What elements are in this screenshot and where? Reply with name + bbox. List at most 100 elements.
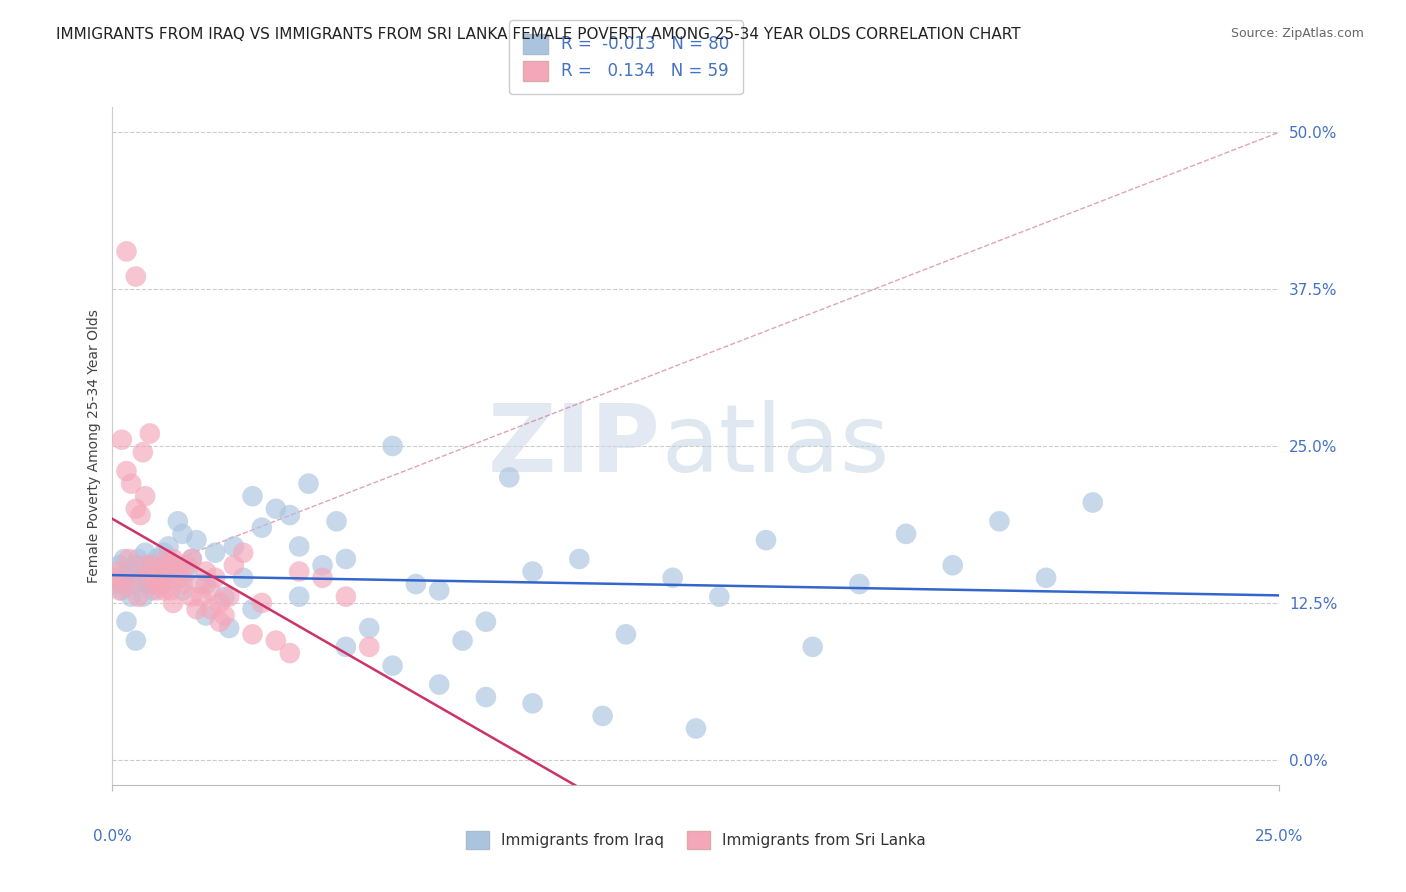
Point bbox=[105, 577, 128, 591]
Point bbox=[180, 552, 202, 566]
Point bbox=[194, 608, 217, 623]
Point bbox=[208, 596, 231, 610]
Point bbox=[172, 583, 194, 598]
Text: 25.0%: 25.0% bbox=[1256, 829, 1303, 844]
Point bbox=[108, 583, 131, 598]
Point bbox=[204, 571, 226, 585]
Point bbox=[157, 540, 180, 554]
Point bbox=[204, 546, 226, 560]
Point bbox=[194, 577, 217, 591]
Point bbox=[125, 501, 148, 516]
Point bbox=[122, 577, 145, 591]
Point bbox=[475, 615, 498, 629]
Text: ZIP: ZIP bbox=[488, 400, 661, 492]
Point bbox=[122, 571, 145, 585]
Point bbox=[134, 489, 156, 503]
Point bbox=[162, 596, 184, 610]
Point bbox=[325, 514, 347, 528]
Point bbox=[112, 577, 135, 591]
Point bbox=[141, 583, 163, 598]
Point bbox=[111, 583, 134, 598]
Point bbox=[139, 558, 162, 573]
Point bbox=[143, 571, 166, 585]
Point bbox=[166, 565, 188, 579]
Point bbox=[129, 508, 152, 522]
Point bbox=[148, 565, 170, 579]
Point bbox=[155, 552, 177, 566]
Legend: Immigrants from Iraq, Immigrants from Sri Lanka: Immigrants from Iraq, Immigrants from Sr… bbox=[460, 824, 932, 855]
Point bbox=[136, 571, 159, 585]
Point bbox=[132, 590, 155, 604]
Point bbox=[894, 527, 917, 541]
Point bbox=[222, 558, 245, 573]
Point bbox=[200, 602, 222, 616]
Point bbox=[311, 571, 333, 585]
Point bbox=[176, 558, 198, 573]
Point bbox=[405, 577, 427, 591]
Point bbox=[153, 571, 176, 585]
Point bbox=[125, 558, 148, 573]
Point bbox=[120, 476, 142, 491]
Point bbox=[208, 615, 231, 629]
Point bbox=[242, 627, 264, 641]
Point bbox=[297, 476, 319, 491]
Point bbox=[264, 501, 287, 516]
Point bbox=[111, 433, 134, 447]
Point bbox=[942, 558, 965, 573]
Point bbox=[288, 565, 311, 579]
Point bbox=[522, 565, 544, 579]
Point bbox=[359, 621, 381, 635]
Point bbox=[250, 520, 273, 534]
Point bbox=[143, 577, 166, 591]
Point bbox=[172, 571, 194, 585]
Point bbox=[132, 445, 155, 459]
Point bbox=[232, 546, 254, 560]
Point bbox=[162, 558, 184, 573]
Point bbox=[568, 552, 591, 566]
Point bbox=[180, 590, 202, 604]
Point bbox=[153, 577, 176, 591]
Text: Source: ZipAtlas.com: Source: ZipAtlas.com bbox=[1230, 27, 1364, 40]
Point bbox=[190, 590, 212, 604]
Point bbox=[218, 621, 240, 635]
Point bbox=[288, 590, 311, 604]
Point bbox=[311, 558, 333, 573]
Point bbox=[335, 552, 357, 566]
Text: atlas: atlas bbox=[661, 400, 889, 492]
Point bbox=[801, 640, 824, 654]
Point bbox=[129, 571, 152, 585]
Point bbox=[359, 640, 381, 654]
Point bbox=[153, 583, 176, 598]
Point bbox=[200, 583, 222, 598]
Point bbox=[172, 527, 194, 541]
Point bbox=[148, 565, 170, 579]
Point bbox=[988, 514, 1011, 528]
Point bbox=[127, 590, 149, 604]
Point bbox=[157, 558, 180, 573]
Point bbox=[146, 552, 169, 566]
Point bbox=[242, 602, 264, 616]
Point bbox=[190, 577, 212, 591]
Point bbox=[427, 677, 450, 691]
Point bbox=[232, 571, 254, 585]
Point bbox=[1081, 495, 1104, 509]
Point bbox=[186, 533, 208, 548]
Point bbox=[115, 464, 138, 478]
Point bbox=[381, 439, 404, 453]
Point bbox=[108, 558, 131, 573]
Point bbox=[115, 571, 138, 585]
Point bbox=[335, 640, 357, 654]
Point bbox=[1035, 571, 1057, 585]
Point bbox=[250, 596, 273, 610]
Point bbox=[180, 552, 202, 566]
Point bbox=[475, 690, 498, 704]
Point bbox=[427, 583, 450, 598]
Point bbox=[186, 602, 208, 616]
Point bbox=[104, 571, 127, 585]
Point bbox=[522, 697, 544, 711]
Point bbox=[120, 590, 142, 604]
Point bbox=[592, 709, 614, 723]
Point bbox=[118, 565, 141, 579]
Point bbox=[125, 269, 148, 284]
Point bbox=[218, 590, 240, 604]
